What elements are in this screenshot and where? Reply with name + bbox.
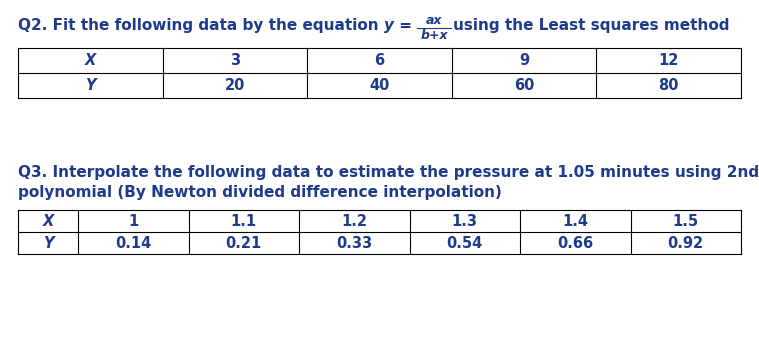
Text: 20: 20 [225, 78, 245, 93]
Text: 1.3: 1.3 [452, 214, 477, 229]
Text: 6: 6 [374, 53, 385, 68]
Text: 1.2: 1.2 [342, 214, 367, 229]
Text: 0.33: 0.33 [336, 236, 373, 251]
Text: Q3. Interpolate the following data to estimate the pressure at 1.05 minutes usin: Q3. Interpolate the following data to es… [18, 165, 759, 180]
Text: 1: 1 [128, 214, 138, 229]
Text: y =: y = [384, 18, 417, 33]
Text: ax: ax [426, 14, 442, 27]
Text: 0.21: 0.21 [225, 236, 262, 251]
Text: Q2. Fit the following data by the equation: Q2. Fit the following data by the equati… [18, 18, 384, 33]
Text: 60: 60 [514, 78, 534, 93]
Text: polynomial (By Newton divided difference interpolation): polynomial (By Newton divided difference… [18, 185, 502, 200]
Text: X: X [85, 53, 96, 68]
Text: 1.1: 1.1 [231, 214, 257, 229]
Text: b+x: b+x [420, 29, 448, 42]
Text: Y: Y [85, 78, 96, 93]
Text: 1.5: 1.5 [672, 214, 699, 229]
Text: 3: 3 [230, 53, 240, 68]
Text: X: X [43, 214, 54, 229]
Text: 0.14: 0.14 [115, 236, 151, 251]
Text: 0.92: 0.92 [668, 236, 704, 251]
Text: 40: 40 [370, 78, 389, 93]
Text: 9: 9 [519, 53, 529, 68]
Text: 80: 80 [659, 78, 679, 93]
Text: 0.54: 0.54 [446, 236, 483, 251]
Text: using the Least squares method: using the Least squares method [453, 18, 729, 33]
Text: 1.4: 1.4 [562, 214, 588, 229]
Text: 0.66: 0.66 [557, 236, 594, 251]
Text: Y: Y [43, 236, 53, 251]
Text: 12: 12 [659, 53, 679, 68]
